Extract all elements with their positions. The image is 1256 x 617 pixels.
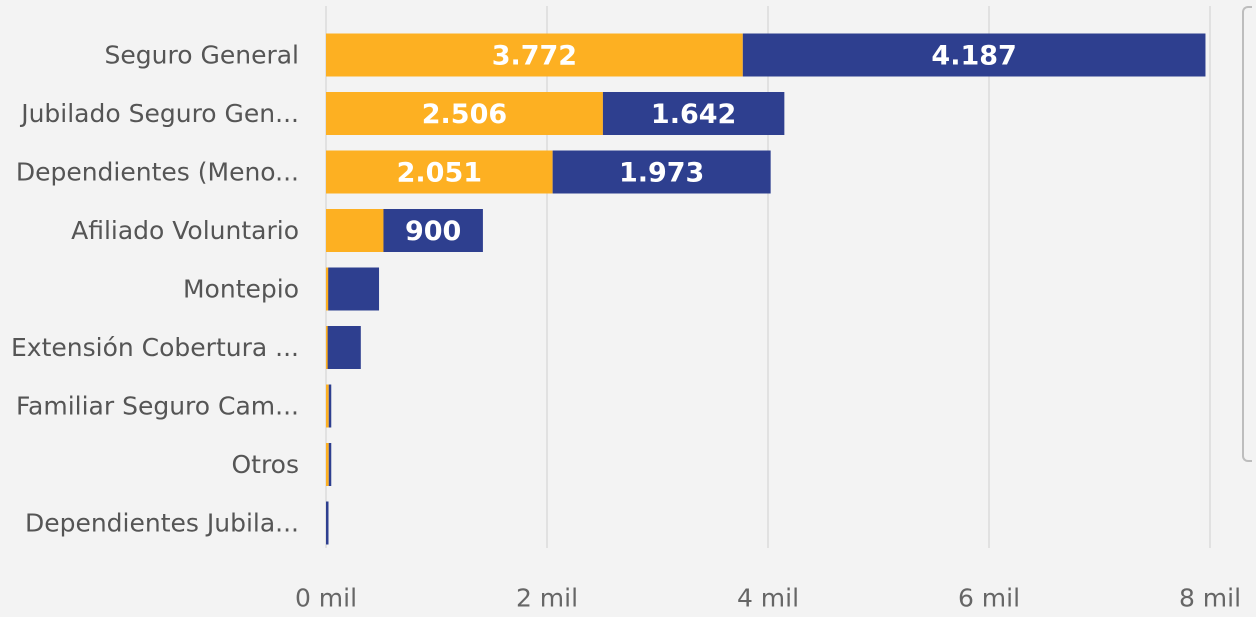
x-tick-label: 2 mil: [516, 584, 578, 613]
category-label: Afiliado Voluntario: [71, 216, 299, 245]
x-tick-label: 4 mil: [737, 584, 799, 613]
bar-segment: [742, 33, 1206, 77]
bar-segment: [328, 384, 332, 428]
data-label: 900: [405, 216, 461, 247]
category-label: Jubilado Seguro Gen...: [19, 99, 299, 128]
x-tick-label: 8 mil: [1179, 584, 1241, 613]
data-label: 2.506: [422, 99, 507, 130]
category-label: Dependientes Jubila...: [25, 509, 299, 538]
data-label: 1.973: [619, 158, 704, 189]
bar-segment: [326, 267, 329, 311]
bar-segment: [326, 384, 329, 428]
category-label: Extensión Cobertura ...: [11, 333, 299, 362]
data-label: 4.187: [931, 41, 1016, 72]
gridlines: [325, 6, 1211, 548]
bar-segment: [552, 150, 771, 194]
x-tick-label: 6 mil: [958, 584, 1020, 613]
data-label: 3.772: [492, 41, 577, 72]
category-labels: Seguro General Jubilado Seguro Gen... Depe…: [11, 41, 299, 538]
data-label: 1.642: [651, 99, 736, 130]
bar-segment: [602, 92, 785, 135]
x-tick-label: 0 mil: [295, 584, 357, 613]
category-label: Seguro General: [105, 41, 299, 70]
category-label: Otros: [231, 450, 299, 479]
bar-segment: [327, 326, 361, 369]
bar-segment: [326, 326, 329, 369]
x-axis-ticks: 0 mil 2 mil 4 mil 6 mil 8 mil: [295, 584, 1241, 613]
bar-segment: [326, 150, 553, 194]
bar-segment: [326, 92, 603, 135]
bar-segment: [326, 443, 329, 486]
vertical-scrollbar[interactable]: [1242, 6, 1252, 462]
bar-segment: [328, 267, 380, 311]
bar-segment: [328, 443, 332, 486]
bars: [326, 33, 1206, 545]
category-label: Familiar Seguro Cam...: [16, 392, 299, 421]
bar-segment: [326, 33, 743, 77]
data-labels: 3.772 4.187 2.506 1.642 2.051 1.973 900: [397, 41, 1017, 248]
category-label: Dependientes (Meno...: [16, 158, 299, 187]
category-label: Montepio: [183, 275, 299, 304]
data-label: 2.051: [397, 158, 482, 189]
bar-segment: [326, 209, 384, 252]
bar-segment: [326, 501, 329, 545]
bar-segment: [383, 209, 483, 252]
